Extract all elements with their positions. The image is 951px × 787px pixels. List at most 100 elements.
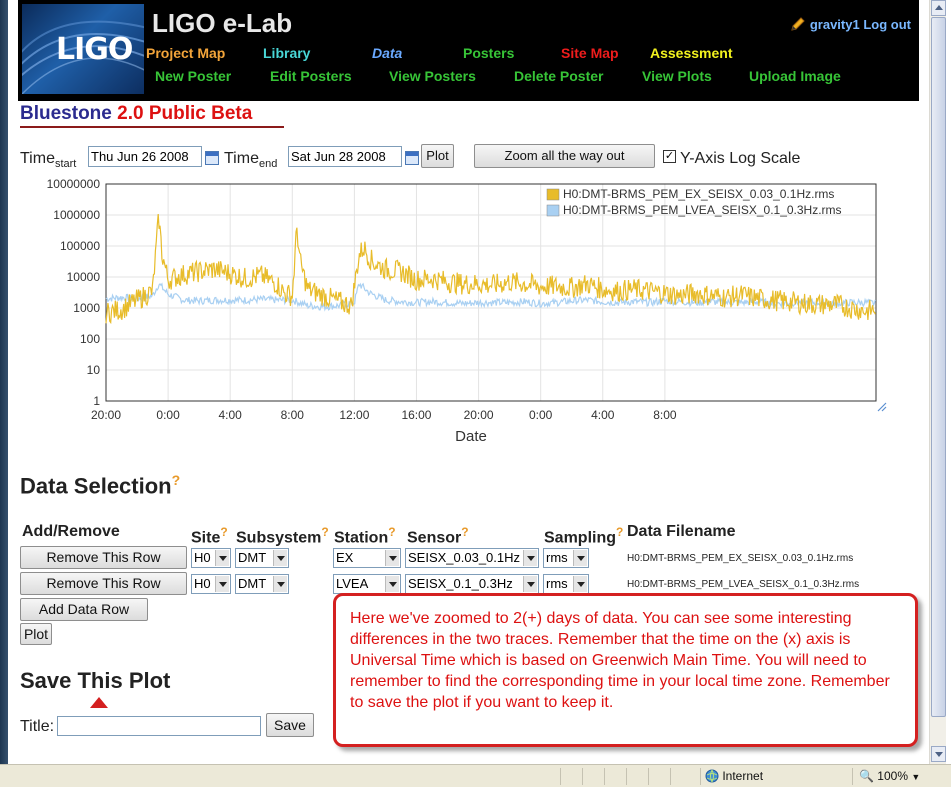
scroll-thumb[interactable] xyxy=(931,17,946,717)
help-icon[interactable]: ? xyxy=(220,525,228,539)
x-tick-label: 0:00 xyxy=(156,408,180,422)
app-title: Bluestone 2.0 Public Beta xyxy=(20,103,252,125)
time-start-input[interactable]: Thu Jun 26 2008 xyxy=(88,146,202,167)
save-button[interactable]: Save xyxy=(266,713,314,737)
time-end-input[interactable]: Sat Jun 28 2008 xyxy=(288,146,402,167)
y-tick-label: 1000 xyxy=(73,301,100,315)
nav-delete-poster[interactable]: Delete Poster xyxy=(514,68,604,84)
ligo-logo[interactable]: LIGO xyxy=(22,4,144,94)
status-divider xyxy=(604,768,605,785)
nav-view-plots[interactable]: View Plots xyxy=(642,68,712,84)
status-divider xyxy=(670,768,671,785)
annotation-callout: Here we've zoomed to 2(+) days of data. … xyxy=(333,593,918,747)
nav-edit-posters[interactable]: Edit Posters xyxy=(270,68,352,84)
chevron-down-icon xyxy=(573,550,587,566)
nav-new-poster[interactable]: New Poster xyxy=(155,68,232,84)
calendar-icon[interactable] xyxy=(405,151,419,165)
status-bar: Internet 🔍 100% ▼ xyxy=(0,764,951,787)
magnifier-icon: 🔍 xyxy=(859,769,874,783)
y-tick-label: 10000 xyxy=(67,270,101,284)
window-edge xyxy=(0,0,8,764)
log-scale-checkbox[interactable]: ✓ xyxy=(663,150,676,163)
plot-button[interactable]: Plot xyxy=(421,144,454,168)
y-tick-label: 1 xyxy=(93,394,100,408)
chevron-down-icon: ▼ xyxy=(911,772,921,782)
calendar-icon[interactable] xyxy=(205,151,219,165)
plot-button[interactable]: Plot xyxy=(20,623,52,645)
station-select[interactable]: LVEA xyxy=(333,574,401,594)
remove-row-button[interactable]: Remove This Row xyxy=(20,572,187,595)
sampling-select[interactable]: rms xyxy=(543,574,589,594)
pencil-icon xyxy=(791,17,805,31)
nav-upload-image[interactable]: Upload Image xyxy=(749,68,841,84)
help-icon[interactable]: ? xyxy=(461,525,469,539)
zoom-level: 100% xyxy=(877,769,908,783)
x-tick-label: 16:00 xyxy=(401,408,431,422)
x-tick-label: 0:00 xyxy=(529,408,553,422)
site-select[interactable]: H0 xyxy=(191,574,231,594)
status-divider xyxy=(582,768,583,785)
security-zone: Internet xyxy=(700,768,850,785)
chevron-down-icon xyxy=(523,576,537,592)
scroll-up-icon[interactable] xyxy=(931,0,946,16)
user-area: gravity1 Log out xyxy=(790,16,911,32)
help-icon[interactable]: ? xyxy=(388,525,396,539)
sensor-select[interactable]: SEISX_0.03_0.1Hz xyxy=(405,548,539,568)
nav-library[interactable]: Library xyxy=(263,45,311,61)
chevron-down-icon xyxy=(273,576,287,592)
resize-handle-icon xyxy=(877,402,887,412)
nav-project-map[interactable]: Project Map xyxy=(146,45,226,61)
remove-row-button[interactable]: Remove This Row xyxy=(20,546,187,569)
save-plot-title: Save This Plot xyxy=(20,668,171,693)
site-title: LIGO e-Lab xyxy=(152,8,293,38)
legend-label: H0:DMT-BRMS_PEM_LVEA_SEISX_0.1_0.3Hz.rms xyxy=(563,203,842,217)
x-tick-label: 8:00 xyxy=(281,408,305,422)
x-tick-label: 8:00 xyxy=(653,408,677,422)
col-site: Site? xyxy=(191,525,228,547)
zoom-control[interactable]: 🔍 100% ▼ xyxy=(852,768,928,785)
sensor-select[interactable]: SEISX_0.1_0.3Hz xyxy=(405,574,539,594)
title-label: Title: xyxy=(20,718,55,735)
status-divider xyxy=(648,768,649,785)
series-line xyxy=(105,213,876,325)
logout-link[interactable]: Log out xyxy=(863,17,911,32)
nav-posters[interactable]: Posters xyxy=(463,45,515,61)
nav-assessment[interactable]: Assessment xyxy=(650,45,733,61)
legend-swatch xyxy=(546,188,560,201)
zoom-out-button[interactable]: Zoom all the way out xyxy=(474,144,655,168)
chevron-down-icon xyxy=(573,576,587,592)
nav-site-map[interactable]: Site Map xyxy=(561,45,619,61)
x-axis-label: Date xyxy=(455,428,487,445)
help-icon[interactable]: ? xyxy=(616,525,624,539)
nav-view-posters[interactable]: View Posters xyxy=(389,68,476,84)
x-tick-label: 20:00 xyxy=(464,408,494,422)
col-filename: Data Filename xyxy=(627,523,736,540)
chevron-down-icon xyxy=(523,550,537,566)
subsystem-select[interactable]: DMT xyxy=(235,548,289,568)
chevron-down-icon xyxy=(215,550,229,566)
help-icon[interactable]: ? xyxy=(321,525,329,539)
help-icon[interactable]: ? xyxy=(171,472,181,488)
plot-title-input[interactable] xyxy=(57,716,261,736)
log-scale-label: Y-Axis Log Scale xyxy=(680,150,801,167)
add-data-row-button[interactable]: Add Data Row xyxy=(20,598,148,621)
seismic-chart[interactable]: 1 10 100 1000 10000 100000 1000000 10000000 20:0… xyxy=(20,172,888,452)
x-tick-label: 12:00 xyxy=(339,408,369,422)
site-select[interactable]: H0 xyxy=(191,548,231,568)
sub-nav: New Poster Edit Posters View Posters Delete… xyxy=(18,68,919,86)
scroll-down-icon[interactable] xyxy=(931,746,946,762)
username-link[interactable]: gravity1 xyxy=(809,17,860,32)
vertical-scrollbar[interactable] xyxy=(929,0,946,764)
data-selection-title: Data Selection? xyxy=(20,472,181,499)
app-version: 2.0 Public Beta xyxy=(117,103,253,124)
subsystem-select[interactable]: DMT xyxy=(235,574,289,594)
col-station: Station? xyxy=(334,525,396,547)
time-start-label: Timestart xyxy=(20,150,77,171)
sampling-select[interactable]: rms xyxy=(543,548,589,568)
nav-data[interactable]: Data xyxy=(372,45,403,61)
time-end-label: Timeend xyxy=(224,150,278,171)
x-tick-label: 4:00 xyxy=(591,408,615,422)
station-select[interactable]: EX xyxy=(333,548,401,568)
series-line xyxy=(105,282,876,312)
